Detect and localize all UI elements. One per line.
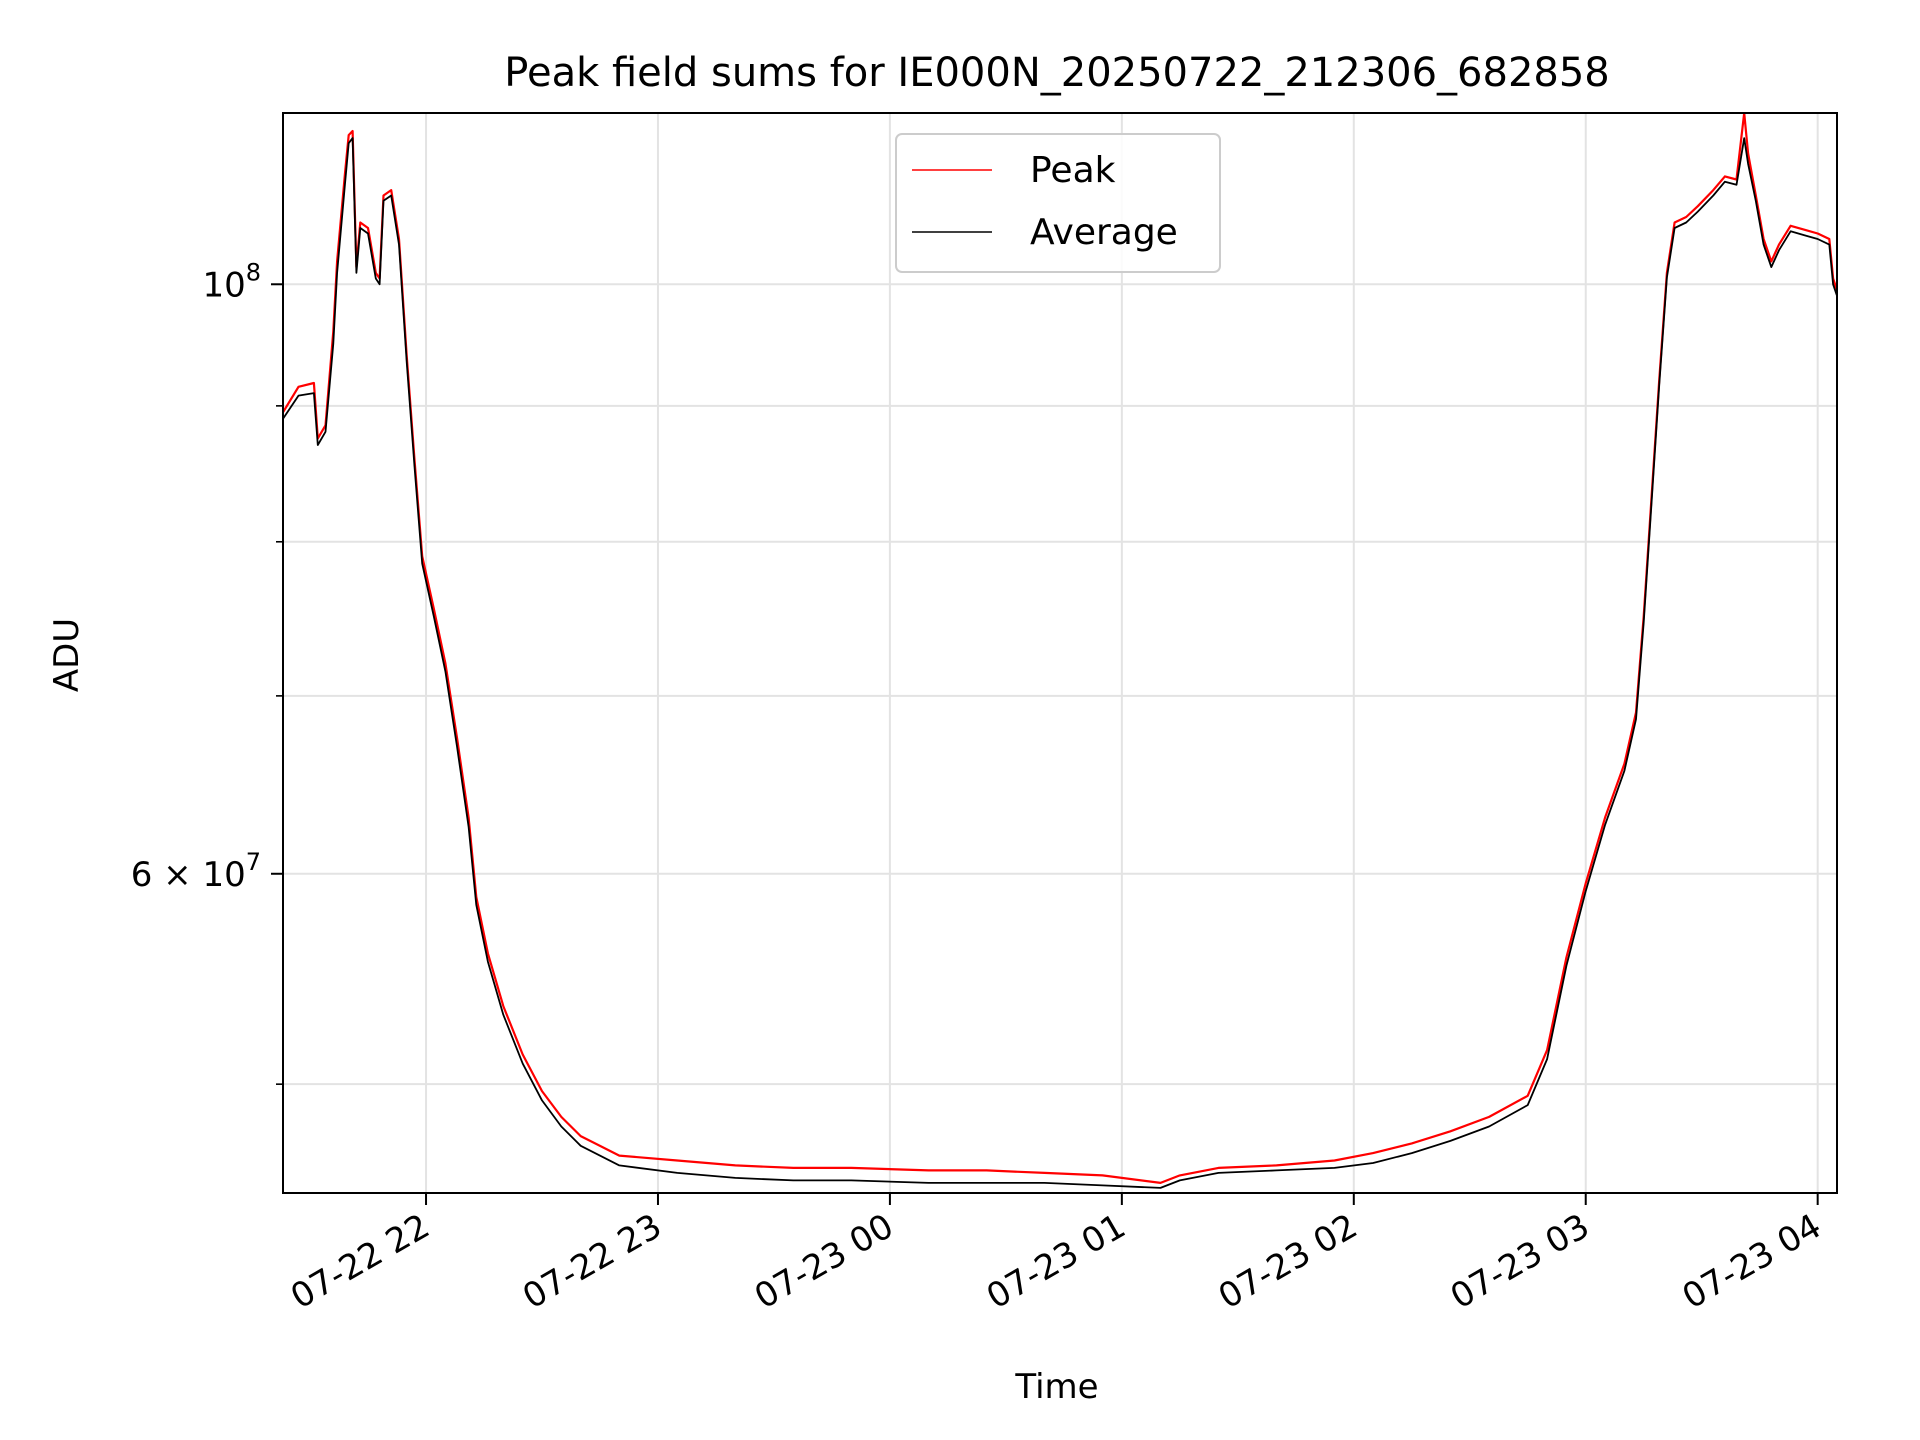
legend-box (895, 133, 1221, 273)
series-lines (283, 113, 1837, 1189)
plot-frame (282, 112, 1838, 1194)
y-tick-label: 6 × 107 (131, 848, 261, 895)
grid (283, 113, 1837, 1193)
legend-label-average: Average (1030, 212, 1178, 253)
x-axis-label: Time (1014, 1367, 1098, 1407)
chart-title: Peak field sums for IE000N_20250722_2123… (504, 50, 1609, 96)
series-line-peak (283, 113, 1837, 1184)
y-tick-label: 108 (202, 258, 261, 305)
y-axis-label: ADU (47, 618, 87, 692)
legend-label-peak: Peak (1030, 150, 1116, 191)
series-line-average (283, 137, 1837, 1189)
legend: Peak Average (895, 133, 1221, 273)
